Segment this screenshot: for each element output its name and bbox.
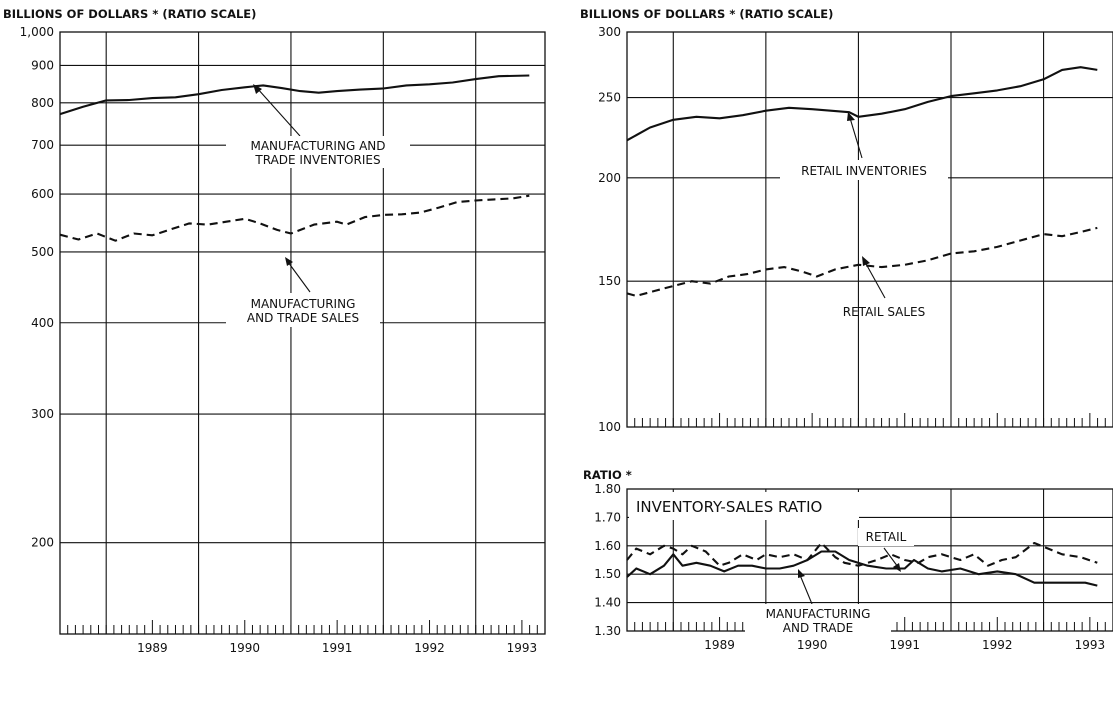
y-tick-label: 1,000 <box>20 25 54 39</box>
y-tick-label: 900 <box>31 58 54 72</box>
left-panel-year-dividers <box>105 32 477 634</box>
year-label: 1993 <box>507 641 538 655</box>
series-manufacturing-and-trade-inventories <box>59 74 530 116</box>
y-tick-label: 400 <box>31 316 54 330</box>
right-top-panel-year-dividers <box>672 32 1045 427</box>
year-label: 1992 <box>982 638 1013 652</box>
retail-ratio-label: RETAIL <box>866 530 907 544</box>
left-panel-year-labels: 1989 1990 1991 1992 1993 <box>137 641 537 655</box>
sales-arrow <box>287 261 311 293</box>
y-tick-label: 150 <box>598 274 621 288</box>
y-tick-label: 600 <box>31 187 54 201</box>
ratio-panel-title: INVENTORY-SALES RATIO <box>636 498 822 516</box>
right-top-panel-frame <box>626 31 1113 428</box>
year-label: 1993 <box>1075 638 1106 652</box>
retail-ratio-arrow <box>883 547 899 568</box>
left-panel-month-ticks <box>67 620 538 634</box>
ratio-title-bg <box>629 492 859 520</box>
y-tick-label: 1.70 <box>594 510 621 524</box>
right-bottom-panel: 1.30 1.40 1.50 1.60 1.70 1.80 1989 1990 1991 199… <box>594 482 1113 652</box>
inventories-label-line2: TRADE INVENTORIES <box>254 153 380 167</box>
year-label: 1990 <box>797 638 828 652</box>
right-top-panel: 100 150 200 250 300 RETAIL INVENTORIES RETAI… <box>598 25 1113 434</box>
y-tick-label: 800 <box>31 96 54 110</box>
y-tick-label: 200 <box>31 536 54 550</box>
y-tick-label: 700 <box>31 138 54 152</box>
right-bottom-panel-series <box>626 541 1098 587</box>
right-top-panel-header: BILLIONS OF DOLLARS * (RATIO SCALE) <box>580 7 833 21</box>
year-label: 1989 <box>137 641 168 655</box>
mfg-ratio-arrow <box>799 574 813 605</box>
y-tick-label: 1.60 <box>594 539 621 553</box>
y-tick-label: 250 <box>598 91 621 105</box>
year-label: 1991 <box>322 641 353 655</box>
inventories-arrow <box>256 87 301 137</box>
right-bottom-panel-header: RATIO * <box>583 468 632 482</box>
right-bottom-panel-year-labels: 1989 1990 1991 1992 1993 <box>704 638 1105 652</box>
series-retail <box>626 541 1098 567</box>
left-panel-series <box>59 74 530 242</box>
y-tick-label: 1.80 <box>594 482 621 496</box>
mfg-ratio-label-line2: AND TRADE <box>783 621 853 635</box>
sales-label-bg <box>226 293 380 327</box>
y-tick-label: 1.30 <box>594 624 621 638</box>
year-label: 1990 <box>229 641 260 655</box>
series-retail-inventories <box>626 66 1098 142</box>
year-label: 1992 <box>414 641 445 655</box>
retail-inventories-label: RETAIL INVENTORIES <box>801 164 927 178</box>
series-manufacturing-and-trade <box>626 550 1098 587</box>
retail-inventories-arrowhead <box>847 112 855 121</box>
retail-inventories-arrow <box>849 117 863 159</box>
retail-sales-arrowhead <box>862 256 870 266</box>
y-tick-label: 100 <box>598 420 621 434</box>
retail-ratio-label-bg <box>858 528 914 546</box>
y-tick-label: 200 <box>598 171 621 185</box>
inventories-label-bg <box>226 136 410 168</box>
right-top-panel-series <box>626 66 1098 297</box>
year-label: 1991 <box>889 638 920 652</box>
left-panel-header: BILLIONS OF DOLLARS * (RATIO SCALE) <box>3 7 256 21</box>
retail-inventories-label-bg <box>780 160 948 180</box>
retail-sales-label: RETAIL SALES <box>843 305 926 319</box>
inventories-arrowhead <box>253 84 262 94</box>
retail-sales-arrow <box>864 261 886 299</box>
series-manufacturing-and-trade-sales <box>59 194 530 242</box>
y-tick-label: 300 <box>31 407 54 421</box>
year-label: 1989 <box>704 638 735 652</box>
left-panel-y-tick-labels: 200 300 400 500 600 700 800 900 1,000 <box>20 25 54 550</box>
y-tick-label: 1.50 <box>594 567 621 581</box>
y-tick-label: 500 <box>31 245 54 259</box>
mfg-ratio-arrowhead <box>798 569 805 578</box>
series-retail-sales <box>626 226 1098 297</box>
sales-label-line2: AND TRADE SALES <box>247 311 359 325</box>
left-panel-frame <box>59 31 546 635</box>
y-tick-label: 1.40 <box>594 596 621 610</box>
y-tick-label: 300 <box>598 25 621 39</box>
right-top-panel-month-ticks <box>634 413 1106 427</box>
mfg-ratio-label-line1: MANUFACTURING <box>766 607 871 621</box>
right-top-panel-y-tick-labels: 100 150 200 250 300 <box>598 25 621 434</box>
inventories-label-line1: MANUFACTURING AND <box>250 139 385 153</box>
right-bottom-panel-y-tick-labels: 1.30 1.40 1.50 1.60 1.70 1.80 <box>594 482 621 638</box>
right-top-panel-gridlines <box>627 97 1113 282</box>
mfg-ratio-label-bg <box>745 604 891 636</box>
retail-ratio-arrowhead <box>893 563 901 572</box>
sales-arrowhead <box>285 257 293 266</box>
sales-label-line1: MANUFACTURING <box>251 297 356 311</box>
